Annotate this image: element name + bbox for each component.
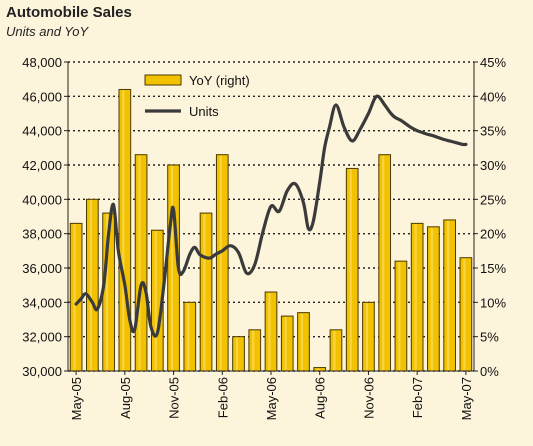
yoy-bar bbox=[215, 154, 229, 372]
yoy-bar-highlight bbox=[106, 214, 109, 370]
yoy-bar bbox=[410, 222, 424, 372]
yoy-bar-highlight bbox=[300, 313, 304, 370]
yoy-bar bbox=[232, 336, 245, 372]
x-tick-label: Aug-06 bbox=[313, 377, 328, 419]
units-line bbox=[74, 94, 468, 338]
yoy-bar-highlight bbox=[154, 231, 157, 370]
legend: YoY (right) Units bbox=[144, 73, 250, 119]
y-left-tick-label: 40,000 bbox=[22, 192, 62, 207]
yoy-bar bbox=[264, 291, 278, 372]
y-right-tick-label: 15% bbox=[480, 261, 506, 276]
x-tick-label: May-05 bbox=[69, 377, 84, 420]
yoy-bar bbox=[313, 367, 327, 372]
yoy-bar bbox=[183, 301, 197, 372]
y-left-tick-label: 36,000 bbox=[22, 261, 62, 276]
y-left-tick-label: 48,000 bbox=[22, 55, 62, 70]
yoy-bar-highlight bbox=[398, 262, 401, 370]
yoy-bar bbox=[345, 167, 359, 372]
yoy-bar-highlight bbox=[414, 224, 417, 370]
x-tick-label: May-06 bbox=[264, 377, 279, 420]
x-tick-label: Nov-06 bbox=[361, 377, 376, 419]
x-tick-label: Nov-05 bbox=[167, 377, 182, 419]
yoy-bar-highlight bbox=[349, 169, 352, 370]
y-left-tick-label: 38,000 bbox=[22, 227, 62, 242]
yoy-bar bbox=[248, 329, 262, 372]
yoy-bar-highlight bbox=[203, 214, 206, 370]
yoy-bar-highlight bbox=[89, 200, 92, 370]
legend-swatch-yoy bbox=[144, 74, 182, 86]
yoy-bar-highlight bbox=[447, 220, 450, 370]
chart-title: Automobile Sales bbox=[6, 4, 132, 21]
legend-label-yoy: YoY (right) bbox=[189, 73, 250, 88]
yoy-bar-highlight bbox=[235, 337, 239, 370]
yoy-bar bbox=[134, 154, 148, 372]
yoy-bar-highlight bbox=[252, 330, 255, 370]
x-tick-label: Feb-06 bbox=[215, 377, 230, 418]
yoy-bar-highlight bbox=[219, 155, 222, 370]
x-tick-label: Aug-05 bbox=[118, 377, 133, 419]
y-right-tick-label: 20% bbox=[480, 227, 506, 242]
y-right-tick-label: 10% bbox=[480, 295, 506, 310]
yoy-bar-highlight bbox=[333, 330, 336, 370]
yoy-bar-highlight bbox=[382, 155, 385, 370]
yoy-bar bbox=[378, 154, 392, 372]
yoy-bar bbox=[459, 257, 473, 372]
yoy-bar bbox=[329, 329, 343, 372]
y-right-tick-label: 5% bbox=[480, 330, 499, 345]
yoy-bar-highlight bbox=[170, 166, 174, 370]
yoy-bar bbox=[443, 219, 456, 372]
chart-subtitle: Units and YoY bbox=[6, 24, 89, 39]
y-right-tick-label: 40% bbox=[480, 89, 506, 104]
legend-label-units: Units bbox=[189, 104, 219, 119]
y-right-tick-label: 45% bbox=[480, 55, 506, 70]
axes: 30,000 32,000 34,000 36,000 38,000 40,000 42,0… bbox=[22, 55, 506, 420]
yoy-bar-highlight bbox=[317, 368, 320, 370]
yoy-bar bbox=[427, 226, 440, 372]
yoy-bar bbox=[280, 315, 294, 372]
yoy-bar-highlight bbox=[187, 303, 190, 370]
y-left-tick-label: 32,000 bbox=[22, 330, 62, 345]
y-left-tick-label: 42,000 bbox=[22, 158, 62, 173]
y-right-tick-label: 35% bbox=[480, 124, 506, 139]
yoy-bar-highlight bbox=[284, 317, 287, 370]
yoy-bar bbox=[394, 260, 408, 372]
x-tick-label: May-07 bbox=[459, 377, 474, 420]
y-right-tick-label: 25% bbox=[480, 192, 506, 207]
yoy-bar bbox=[199, 212, 213, 372]
yoy-bar-highlight bbox=[365, 303, 368, 370]
y-right-tick-label: 30% bbox=[480, 158, 506, 173]
units-line-group bbox=[74, 94, 468, 338]
yoy-bar-highlight bbox=[122, 90, 125, 370]
yoy-bar-highlight bbox=[138, 155, 141, 370]
yoy-bar bbox=[297, 312, 310, 372]
yoy-bar bbox=[69, 222, 83, 372]
yoy-bar bbox=[86, 198, 99, 372]
y-left-tick-label: 46,000 bbox=[22, 89, 62, 104]
y-left-tick-label: 30,000 bbox=[22, 364, 62, 379]
yoy-bar-highlight bbox=[463, 258, 466, 370]
yoy-bar bbox=[118, 88, 132, 372]
y-right-tick-label: 0% bbox=[480, 364, 499, 379]
x-tick-label: Feb-07 bbox=[410, 377, 425, 418]
yoy-bar-highlight bbox=[73, 224, 76, 370]
yoy-bar bbox=[362, 301, 375, 372]
y-left-tick-label: 44,000 bbox=[22, 124, 62, 139]
yoy-bar-highlight bbox=[430, 227, 433, 370]
y-left-tick-label: 34,000 bbox=[22, 295, 62, 310]
yoy-bar-highlight bbox=[268, 293, 271, 370]
